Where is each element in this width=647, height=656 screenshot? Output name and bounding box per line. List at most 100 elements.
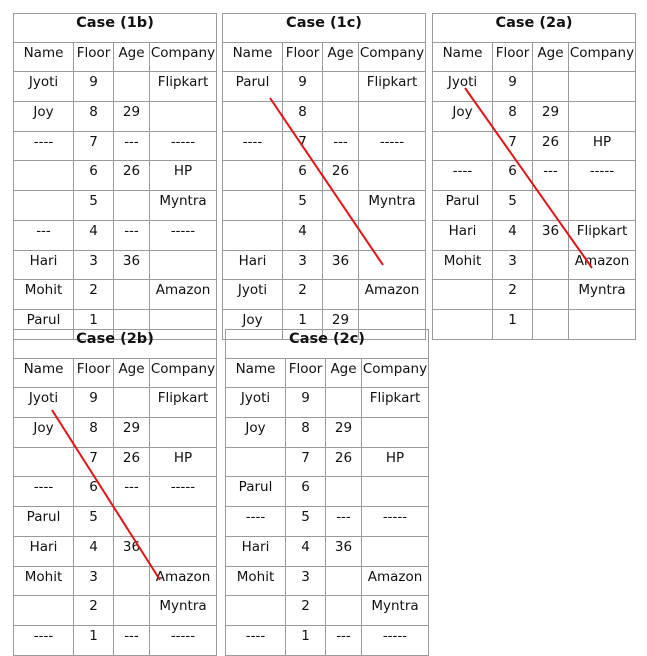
table-cell [113,387,150,419]
table-cell: Hari [13,535,74,567]
table-cell: 6 [492,160,533,192]
table-row: ---- 7 --- ----- [13,130,217,162]
table-cell: --- [113,624,150,656]
column-header: Company [149,357,217,389]
table-row: Hari 3 36 [222,249,426,281]
table-cell: 9 [73,71,114,103]
table-cell: ---- [13,476,74,508]
table-cell: ---- [13,624,74,656]
table-cell: Myntra [568,279,636,310]
table-title: Case (1c) [222,13,426,43]
table-cell [322,71,359,103]
table-cell: 3 [282,249,323,281]
table-cell: Jyoti [222,279,283,310]
table-cell: 8 [73,101,114,132]
table-cell [113,71,150,103]
table-row: Jyoti 9 Flipkart [13,71,217,103]
case-table: Case (2b) Name Floor Age Company Jyoti 9 Flipka… [13,329,217,656]
column-header: Floor [73,357,114,389]
column-header: Company [149,41,217,73]
table-cell: ---- [222,130,283,162]
table-cell: 2 [73,279,114,310]
table-cell: ---- [432,160,493,192]
header-row: Name Floor Age Company [13,41,217,73]
table-cell: Hari [222,249,283,281]
table-cell [222,190,283,221]
table-cell: 6 [73,476,114,508]
table-cell [13,190,74,221]
table-cell: 6 [73,160,114,192]
header-row: Name Floor Age Company [222,41,426,73]
table-cell: ----- [358,130,426,162]
table-row: 2 Myntra [13,595,217,626]
table-cell [325,565,362,597]
table-cell: --- [113,130,150,162]
table-cell: ----- [149,624,217,656]
table-cell: 8 [492,101,533,132]
table-cell: --- [325,506,362,537]
table-cell: HP [361,446,429,478]
table-cell [225,595,286,626]
column-header: Company [361,357,429,389]
table-row: Mohit 2 Amazon [13,279,217,310]
table-row: 7 26 HP [225,446,429,478]
table-cell: HP [149,160,217,192]
table-cell: 6 [282,160,323,192]
table-cell [322,279,359,310]
table-cell: Flipkart [149,387,217,419]
table-cell [358,249,426,281]
table-row: ---- 5 --- ----- [225,506,429,537]
table-row: Parul 6 [225,476,429,508]
table-row: 2 Myntra [225,595,429,626]
column-header: Name [432,41,493,73]
table-cell: 9 [282,71,323,103]
column-header: Age [113,357,150,389]
table-cell [325,595,362,626]
table-row: 6 26 [222,160,426,192]
table-cell: 29 [113,417,150,448]
table-row: 5 Myntra [222,190,426,221]
table-cell [322,190,359,221]
table-cell: Mohit [13,279,74,310]
column-header: Name [222,41,283,73]
column-header: Name [225,357,286,389]
table-cell [113,279,150,310]
table-cell: 2 [285,595,326,626]
table-cell [361,417,429,448]
table-cell: Flipkart [361,387,429,419]
table-cell: Myntra [149,190,217,221]
table-cell [13,160,74,192]
table-cell: 3 [73,565,114,597]
table-cell: 5 [73,506,114,537]
column-header: Age [322,41,359,73]
table-title: Case (2b) [13,329,217,359]
table-cell: 26 [322,160,359,192]
table-cell [322,219,359,251]
table-row: Joy 8 29 [13,101,217,132]
table-row: Jyoti 9 [432,71,636,103]
column-header: Age [532,41,569,73]
table-cell: ---- [225,506,286,537]
table-row: Hari 4 36 Flipkart [432,219,636,251]
column-header: Age [113,41,150,73]
table-row: 5 Myntra [13,190,217,221]
table-cell: Myntra [149,595,217,626]
table-cell: Myntra [361,595,429,626]
header-row: Name Floor Age Company [432,41,636,73]
table-title: Case (2a) [432,13,636,43]
table-cell: Parul [432,190,493,221]
table-cell [532,279,569,310]
table-cell: 26 [113,446,150,478]
table-cell: --- [322,130,359,162]
table-row: 7 26 HP [432,130,636,162]
table-cell: 7 [73,130,114,162]
case-table: Case (2a) Name Floor Age Company Jyoti 9 Joy 8 29… [432,13,636,340]
table-cell [113,190,150,221]
table-row: Jyoti 2 Amazon [222,279,426,310]
table-cell: ---- [13,130,74,162]
table-cell [532,308,569,340]
table-cell [113,506,150,537]
table-row: Mohit 3 Amazon [432,249,636,281]
table-cell: ---- [225,624,286,656]
table-row: ---- 1 --- ----- [13,624,217,656]
